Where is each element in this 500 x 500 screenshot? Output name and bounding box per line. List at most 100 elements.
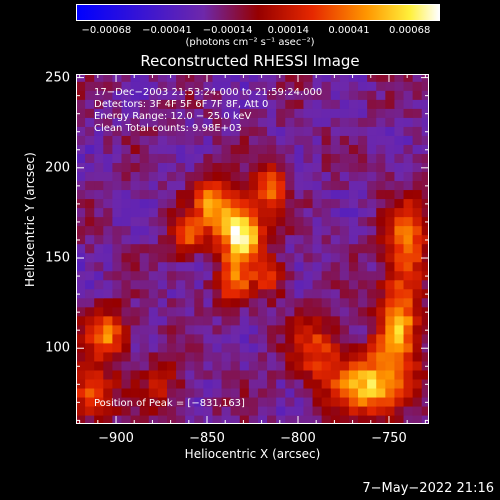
heatmap-cell [94,99,104,109]
heatmap-cell [267,279,277,290]
heatmap-cell [339,324,350,335]
heatmap-cell [394,261,405,272]
heatmap-cell [348,207,359,218]
heatmap-cell [276,288,286,299]
heatmap-cell [139,297,150,308]
heatmap-cell [139,396,150,407]
heatmap-cell [112,99,123,109]
heatmap-cell [421,414,429,424]
heatmap-cell [121,225,132,236]
heatmap-cell [221,315,232,326]
heatmap-cell [212,252,223,263]
heatmap-cell [367,279,377,290]
heatmap-cell [394,324,405,335]
heatmap-cell [230,108,241,118]
heatmap-cell [203,144,214,154]
heatmap-cell [257,90,268,100]
heatmap-cell [412,207,423,218]
heatmap-cell [112,252,123,263]
heatmap-cell [239,135,250,145]
heatmap-cell [321,171,332,182]
heatmap-cell [285,180,295,191]
heatmap-cell [130,171,141,182]
heatmap-cell [103,99,113,109]
heatmap-cell [412,369,423,380]
heatmap-cell [85,270,95,281]
heatmap-cell [358,216,368,227]
heatmap-cell [103,324,113,335]
heatmap-cell [294,189,305,200]
heatmap-cell [285,306,295,317]
heatmap-cell [412,396,423,407]
heatmap-cell [112,135,123,145]
heatmap-cell [367,369,377,380]
heatmap-cell [376,225,386,236]
heatmap-cell [385,90,396,100]
heatmap-cell [121,135,132,145]
heatmap-cell [157,270,168,281]
heatmap-cell [157,225,168,236]
heatmap-cell [176,234,186,245]
heatmap-cell [248,378,259,389]
heatmap-cell [358,414,368,424]
heatmap-cell [166,414,177,424]
heatmap-cell [203,297,214,308]
heatmap-cell [367,99,377,109]
heatmap-cell [176,108,186,118]
heatmap-cell [157,144,168,154]
x-tick-label: −850 [189,431,225,446]
heatmap-cell [330,198,341,209]
heatmap-cell [221,198,232,209]
heatmap-cell [239,189,250,200]
heatmap-cell [412,414,423,424]
heatmap-cell [176,81,186,91]
heatmap-cell [276,81,286,91]
heatmap-cell [385,351,396,362]
heatmap-cell [203,189,214,200]
heatmap-cell [312,351,323,362]
heatmap-cell [76,288,86,299]
heatmap-cell [294,324,305,335]
heatmap-cell [248,342,259,353]
heatmap-cell [221,108,232,118]
heatmap-cell [194,162,204,173]
heatmap-cell [185,243,195,254]
heatmap-cell [358,324,368,335]
heatmap-cell [394,234,405,245]
heatmap-cell [76,225,86,236]
heatmap-cell [130,387,141,398]
heatmap-cell [166,360,177,371]
heatmap-cell [257,414,268,424]
heatmap-cell [367,288,377,299]
heatmap-cell [157,243,168,254]
heatmap-cell [203,270,214,281]
heatmap-cell [76,333,86,344]
heatmap-cell [176,243,186,254]
heatmap-cell [376,324,386,335]
heatmap-cell [76,387,86,398]
heatmap-cell [276,261,286,272]
heatmap-cell [248,333,259,344]
heatmap-cell [367,117,377,127]
heatmap-cell [176,351,186,362]
heatmap-cell [403,315,414,326]
heatmap-cell [221,378,232,389]
heatmap-cell [376,144,386,154]
heatmap-cell [412,135,423,145]
heatmap-cell [166,144,177,154]
heatmap-cell [394,126,405,136]
heatmap-cell [276,279,286,290]
heatmap-cell [358,279,368,290]
heatmap-cell [303,207,314,218]
heatmap-cell [412,279,423,290]
heatmap-cell [267,207,277,218]
heatmap-cell [394,144,405,154]
heatmap-cell [285,99,295,109]
heatmap-cell [194,234,204,245]
heatmap-cell [176,171,186,182]
heatmap-cell [166,342,177,353]
heatmap-cell [421,144,429,154]
heatmap-cell [212,198,223,209]
heatmap-cell [112,126,123,136]
heatmap-cell [148,153,159,163]
